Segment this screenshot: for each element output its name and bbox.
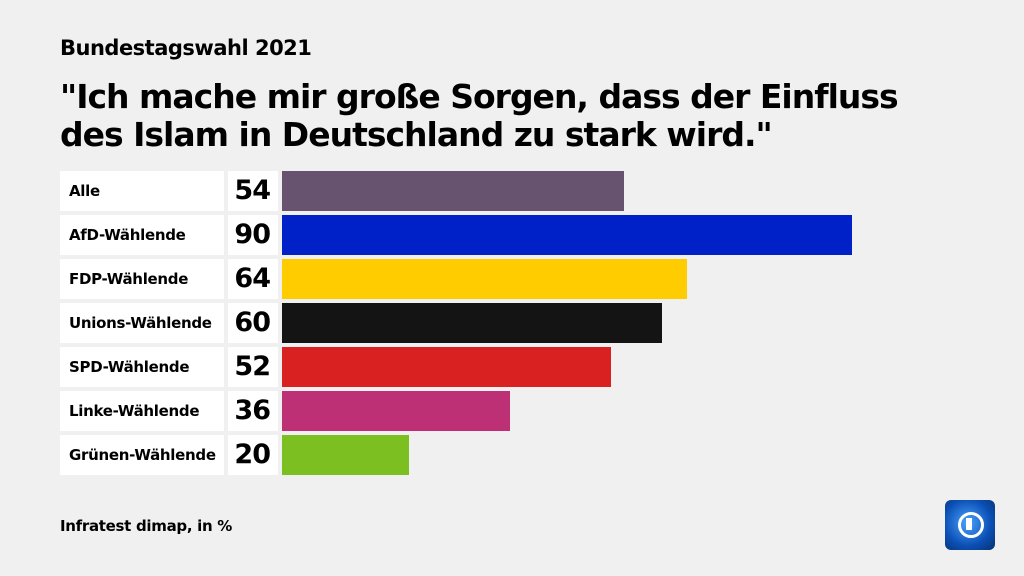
chart-title: "Ich mache mir große Sorgen, dass der Ei… [60,77,899,154]
category-label: Linke-Wählende [60,391,224,431]
bar [282,259,688,299]
category-label: Unions-Wählende [60,303,224,343]
bar [282,303,662,343]
bar [282,171,624,211]
bar [282,347,612,387]
value-label: 52 [228,347,278,387]
category-label: Alle [60,171,224,211]
category-label: FDP-Wählende [60,259,224,299]
value-label: 64 [228,259,278,299]
category-label: AfD-Wählende [60,215,224,255]
bar [282,435,409,475]
source-note: Infratest dimap, in % [60,517,233,535]
bar [282,391,510,431]
category-label: Grünen-Wählende [60,435,224,475]
value-label: 90 [228,215,278,255]
tagesschau-logo-icon [945,500,995,550]
value-label: 60 [228,303,278,343]
value-label: 20 [228,435,278,475]
value-label: 54 [228,171,278,211]
bar [282,215,852,255]
category-label: SPD-Wählende [60,347,224,387]
supertitle: Bundestagswahl 2021 [60,36,312,60]
value-label: 36 [228,391,278,431]
